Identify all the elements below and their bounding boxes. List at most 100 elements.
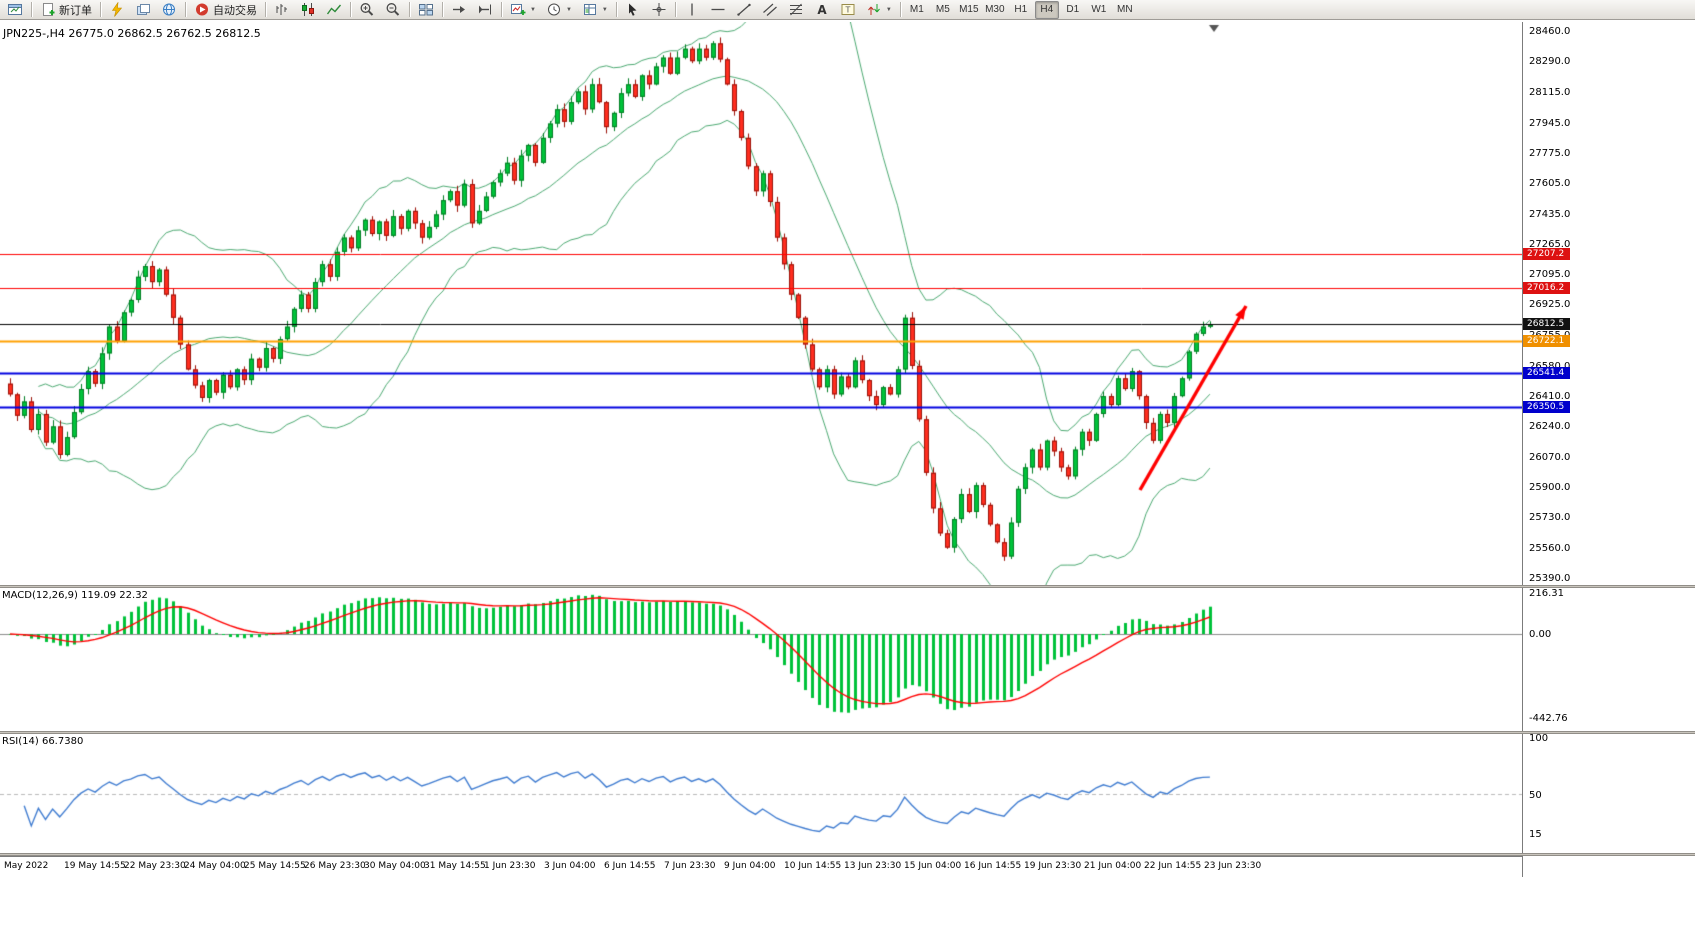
auto-scroll-button[interactable] bbox=[447, 1, 471, 19]
crosshair-button[interactable] bbox=[647, 1, 671, 19]
strategy-tester-button[interactable] bbox=[131, 1, 155, 19]
rsi-canvas[interactable] bbox=[0, 734, 1522, 853]
macd-axis-tick: 216.31 bbox=[1529, 587, 1564, 599]
time-axis-label: 21 Jun 04:00 bbox=[1084, 861, 1142, 871]
panel-divider[interactable] bbox=[0, 585, 1695, 588]
autotrade-button-label: 自动交易 bbox=[213, 4, 257, 17]
time-axis[interactable]: May 2022 19 May 14:55 22 May 23:30 24 May 0… bbox=[0, 856, 1522, 876]
vertical-line-button[interactable] bbox=[680, 1, 704, 19]
svg-text:T: T bbox=[844, 6, 850, 15]
doc-icon bbox=[43, 3, 55, 16]
channel-icon bbox=[762, 3, 777, 16]
cross-icon bbox=[652, 3, 666, 16]
new-order-button[interactable]: 新订单 bbox=[36, 1, 96, 19]
zoom-in-button[interactable] bbox=[355, 1, 379, 19]
time-axis-label: 19 Jun 23:30 bbox=[1024, 861, 1082, 871]
time-axis-label: 7 Jun 23:30 bbox=[664, 861, 716, 871]
indicators-button[interactable]: ▼ bbox=[506, 1, 540, 19]
timeframe-mn-button[interactable]: MN bbox=[1113, 1, 1137, 19]
timeframe-m30-button[interactable]: M30 bbox=[983, 1, 1007, 19]
text-button[interactable]: A bbox=[810, 1, 834, 19]
timeframe-d1-button[interactable]: D1 bbox=[1061, 1, 1085, 19]
rsi-axis-tick: 100 bbox=[1529, 733, 1549, 744]
autotrade-button[interactable]: 自动交易 bbox=[190, 1, 261, 19]
time-axis-label: 16 Jun 14:55 bbox=[964, 861, 1022, 871]
zoom-out-button[interactable] bbox=[381, 1, 405, 19]
text-label-button[interactable]: T bbox=[836, 1, 860, 19]
time-axis-label: 31 May 14:55 bbox=[424, 861, 486, 871]
time-axis-label: 1 Jun 23:30 bbox=[484, 861, 536, 871]
timeframe-h4-button[interactable]: H4 bbox=[1034, 0, 1059, 19]
toolbar-separator bbox=[409, 2, 410, 17]
fibonacci-button[interactable] bbox=[784, 1, 808, 19]
horizontal-line-button[interactable] bbox=[706, 1, 730, 19]
hline-icon bbox=[711, 8, 725, 11]
cursor-button[interactable] bbox=[621, 1, 645, 19]
channel-button[interactable] bbox=[758, 1, 782, 19]
cursor-icon bbox=[628, 3, 637, 16]
candlestick-chart-button[interactable] bbox=[296, 1, 320, 19]
templates-button[interactable]: ▼ bbox=[578, 1, 612, 19]
line-chart-button[interactable] bbox=[322, 1, 346, 19]
bar-chart-button[interactable] bbox=[270, 1, 294, 19]
macd-axis-tick: 0.00 bbox=[1529, 629, 1552, 640]
rsi-axis-tick: 15 bbox=[1529, 829, 1542, 841]
textT-icon: T bbox=[841, 4, 855, 15]
svg-text:A: A bbox=[817, 3, 827, 17]
time-axis-label: 13 Jun 23:30 bbox=[844, 861, 902, 871]
rsi-axis-tick: 50 bbox=[1529, 789, 1542, 801]
arrows-icon bbox=[867, 4, 880, 15]
arrows-button[interactable]: ▼ bbox=[862, 1, 896, 19]
fibo-icon bbox=[789, 3, 802, 16]
periods-button[interactable]: ▼ bbox=[542, 1, 576, 19]
macd-canvas[interactable] bbox=[0, 588, 1522, 731]
time-axis-label: May 2022 bbox=[4, 861, 49, 871]
shift-icon bbox=[479, 4, 491, 15]
toolbar-separator bbox=[185, 2, 186, 17]
layers-icon bbox=[137, 4, 150, 15]
timeframe-w1-button[interactable]: W1 bbox=[1087, 1, 1111, 19]
toolbar-separator bbox=[674, 2, 676, 17]
toolbar-buttons: 新订单 自动交易 ▼ ▼ ▼ A T ▼ M1 M5 M15 M30 H1 H4 D1 W1 MN bbox=[2, 0, 1138, 19]
textA-icon: A bbox=[817, 3, 827, 17]
price-axis-tick: 27945.0 bbox=[1529, 117, 1571, 129]
toolbar-separator bbox=[100, 2, 101, 17]
chart-shift-button[interactable] bbox=[473, 1, 497, 19]
chevron-down-icon: ▼ bbox=[565, 6, 572, 13]
price-axis-tick: 27435.0 bbox=[1529, 208, 1571, 220]
vline-icon bbox=[691, 3, 693, 16]
indicator-icon bbox=[511, 4, 526, 15]
chevron-down-icon: ▼ bbox=[885, 6, 892, 13]
tile-icon bbox=[419, 4, 433, 16]
price-axis-tick: 26070.0 bbox=[1529, 451, 1571, 463]
time-axis-label: 9 Jun 04:00 bbox=[724, 861, 776, 871]
macd-axis-tick: -442.76 bbox=[1529, 713, 1568, 725]
price-axis-tick: 27265.0 bbox=[1529, 238, 1571, 250]
panel-divider[interactable] bbox=[0, 731, 1695, 734]
timeframe-m15-button[interactable]: M15 bbox=[957, 1, 981, 19]
price-axis-tick: 28115.0 bbox=[1529, 87, 1571, 99]
tile-windows-button[interactable] bbox=[414, 1, 438, 19]
community-button[interactable] bbox=[157, 1, 181, 19]
time-axis-label: 25 May 14:55 bbox=[244, 861, 306, 871]
bars-icon bbox=[276, 4, 287, 15]
price-axis[interactable]: 28460.0 28290.0 28115.0 27945.0 27775.0 27605… bbox=[1522, 22, 1695, 877]
globe-icon bbox=[163, 3, 175, 16]
linechart-icon bbox=[326, 4, 342, 15]
timeframe-h1-button[interactable]: H1 bbox=[1009, 1, 1033, 19]
price-axis-tick: 27605.0 bbox=[1529, 178, 1571, 190]
trendline-button[interactable] bbox=[732, 1, 756, 19]
chart-ohlc-label: JPN225-,H4 26775.0 26862.5 26762.5 26812… bbox=[3, 27, 261, 40]
panel-divider[interactable] bbox=[0, 853, 1695, 856]
metaeditor-button[interactable] bbox=[105, 1, 129, 19]
time-axis-label: 30 May 04:00 bbox=[364, 861, 426, 871]
new-chart-button[interactable] bbox=[3, 1, 27, 19]
toolbar-separator bbox=[501, 2, 502, 17]
price-chart-canvas[interactable] bbox=[0, 22, 1522, 585]
play-icon bbox=[196, 3, 208, 16]
price-axis-tick: 26410.0 bbox=[1529, 391, 1571, 403]
clock-icon bbox=[547, 3, 560, 16]
timeframe-m1-button[interactable]: M1 bbox=[905, 1, 929, 19]
timeframe-m5-button[interactable]: M5 bbox=[931, 1, 955, 19]
toolbar: 新订单 自动交易 ▼ ▼ ▼ A T ▼ M1 M5 M15 M30 H1 H4 D1 W1 MN bbox=[0, 0, 1695, 20]
